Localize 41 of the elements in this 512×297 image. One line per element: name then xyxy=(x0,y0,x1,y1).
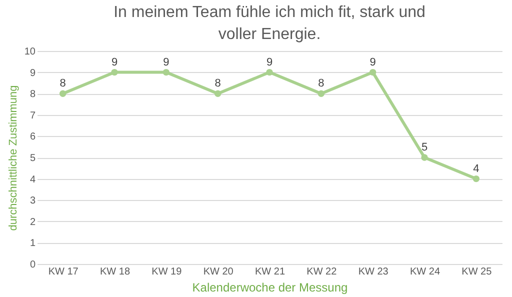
y-tick-label: 6 xyxy=(30,132,36,143)
y-tick-label: 2 xyxy=(30,216,36,228)
x-tick-label: KW 17 xyxy=(48,266,79,278)
y-tick-label: 7 xyxy=(30,110,36,122)
data-label: 9 xyxy=(266,56,273,68)
chart-title: In meinem Team fühle ich mich fit, stark und voller Energie. xyxy=(114,4,426,43)
x-tick-label: KW 22 xyxy=(306,266,338,278)
point xyxy=(369,68,376,76)
point xyxy=(111,68,118,76)
x-tick-label: KW 24 xyxy=(410,266,440,278)
y-tick-label: 9 xyxy=(30,68,36,79)
y-tick-label: 10 xyxy=(24,46,36,58)
point xyxy=(318,90,325,97)
y-tick-label: 0 xyxy=(30,260,36,270)
data-label: 8 xyxy=(214,78,221,90)
point xyxy=(162,68,170,76)
y-tick-label: 5 xyxy=(30,153,36,164)
y-tick-label: 3 xyxy=(30,196,36,207)
point xyxy=(214,90,222,97)
data-label: 8 xyxy=(60,78,66,90)
point xyxy=(472,175,480,182)
y-tick-label: 8 xyxy=(30,89,36,100)
y-tick-label: 1 xyxy=(30,238,36,250)
x-tick-label: KW 21 xyxy=(254,266,286,278)
x-tick-label: KW 19 xyxy=(152,266,182,278)
point xyxy=(421,154,428,161)
point xyxy=(59,90,66,97)
y-tick-label: 4 xyxy=(30,174,36,186)
x-axis-title: Kalenderwoche der Messung xyxy=(192,280,348,294)
x-tick-label: KW 23 xyxy=(358,266,389,278)
x-tick-label: KW 25 xyxy=(462,266,492,278)
data-label: 4 xyxy=(473,162,480,175)
point xyxy=(266,68,273,76)
data-label: 5 xyxy=(421,142,428,154)
y-axis-title: durchschnittliche Zustimmung xyxy=(7,85,20,231)
data-label: 8 xyxy=(318,78,324,90)
x-tick-label: KW 20 xyxy=(203,266,234,278)
data-label: 9 xyxy=(111,56,118,68)
data-label: 9 xyxy=(163,56,170,68)
data-label: 9 xyxy=(370,56,376,68)
x-tick-label: KW 18 xyxy=(100,266,130,278)
